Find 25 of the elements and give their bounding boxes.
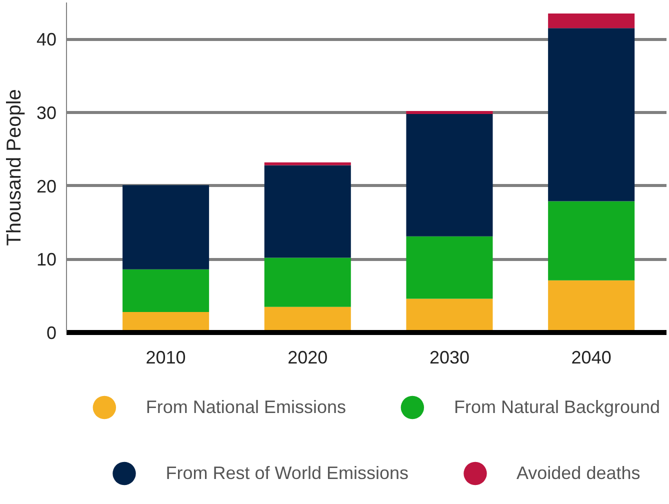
legend-label: From Rest of World Emissions [166,462,408,484]
y-tick-label: 0 [46,323,57,343]
bar [406,236,493,299]
bar [406,114,493,236]
bar [264,162,351,166]
y-tick-label: 30 [36,103,57,123]
bar [548,201,635,280]
bar [122,269,210,312]
x-tick-label: 2030 [429,348,470,368]
legend-label: From National Emissions [146,396,346,418]
y-axis-title: Thousand People [3,89,26,246]
x-tick-label: 2020 [288,348,328,368]
bar [264,258,351,307]
bar [548,28,635,202]
x-tick-label: 2040 [571,348,612,368]
legend-label: Avoided deaths [516,462,640,484]
legend-label: From Natural Background [454,396,660,419]
y-tick-label: 40 [36,30,57,50]
bar [406,111,493,114]
bar [122,185,210,270]
bar [264,165,351,258]
y-tick-label: 10 [36,250,57,270]
x-tick-label: 2010 [146,348,186,368]
y-tick-label: 20 [36,176,57,196]
bar [548,14,635,28]
